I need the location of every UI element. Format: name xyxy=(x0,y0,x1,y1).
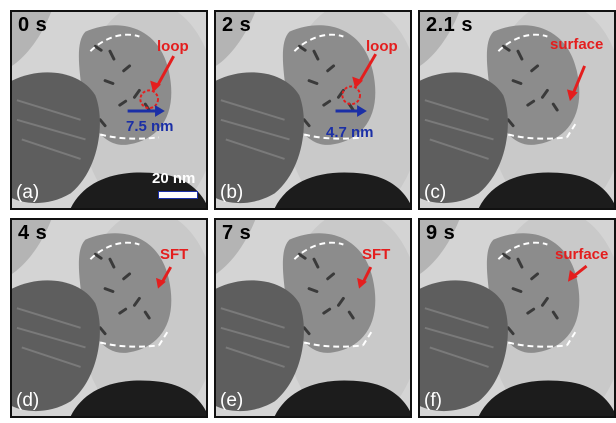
panel-b: 2 s loop 4.7 nm (b) xyxy=(214,10,412,210)
panel-letter: (b) xyxy=(220,182,244,203)
panel-e: 7 s SFT (e) xyxy=(214,218,412,418)
annotation-label: loop xyxy=(366,38,398,55)
annotation-label: surface xyxy=(555,246,609,263)
scale-bar xyxy=(158,191,198,199)
annotation-label: SFT xyxy=(362,246,391,263)
scale-label: 20 nm xyxy=(152,170,196,187)
time-label: 4 s xyxy=(18,222,48,244)
tem-image xyxy=(12,220,206,416)
panel-letter: (f) xyxy=(424,390,442,411)
time-label: 0 s xyxy=(18,14,48,36)
annotation-label: SFT xyxy=(160,246,189,263)
tem-image xyxy=(420,12,614,208)
time-label: 9 s xyxy=(426,222,456,244)
time-label: 7 s xyxy=(222,222,252,244)
panel-a: 0 s loop 7.5 nm 20 nm (a) xyxy=(10,10,208,210)
tem-image xyxy=(420,220,614,416)
tem-image xyxy=(216,220,410,416)
panel-letter: (d) xyxy=(16,390,40,411)
panel-c: 2.1 s surface (c) xyxy=(418,10,616,210)
annotation-label: loop xyxy=(157,38,189,55)
panel-letter: (a) xyxy=(16,182,40,203)
panel-letter: (e) xyxy=(220,390,244,411)
distance-label: 4.7 nm xyxy=(326,124,374,141)
annotation-label: surface xyxy=(550,36,604,53)
time-label: 2 s xyxy=(222,14,252,36)
panel-f: 9 s surface (f) xyxy=(418,218,616,418)
time-label: 2.1 s xyxy=(426,14,473,36)
panel-d: 4 s SFT (d) xyxy=(10,218,208,418)
distance-label: 7.5 nm xyxy=(126,118,174,135)
panel-letter: (c) xyxy=(424,182,447,203)
